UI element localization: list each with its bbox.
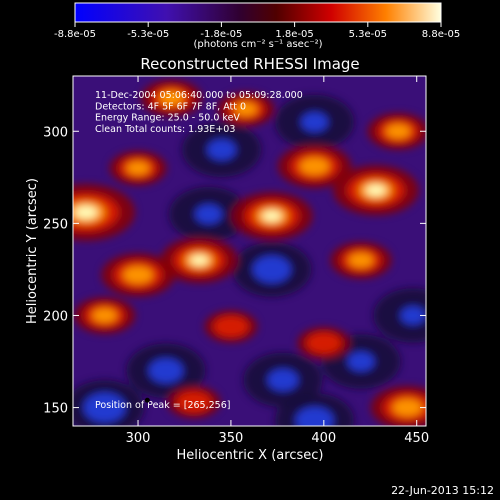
y-axis: 150 200 250 300 <box>43 125 426 417</box>
colorbar-tick-label: -1.8e-05 <box>200 29 242 40</box>
annotation-peak-position: Position of Peak = [265,256] <box>95 400 230 411</box>
cold-region-core <box>195 204 222 224</box>
chart-title: Reconstructed RHESSI Image <box>140 55 359 73</box>
hot-region-core <box>385 124 411 139</box>
annotations: 11-Dec-2004 05:06:40.000 to 05:09:28.000… <box>95 90 303 411</box>
hot-region-core <box>126 161 150 175</box>
hot-region-core <box>92 308 117 323</box>
x-tick-label: 450 <box>404 431 429 446</box>
annotation-line: Energy Range: 25.0 - 50.0 keV <box>95 113 240 124</box>
hot-region-core <box>234 102 258 116</box>
footer-date: 22-Jun-2013 15:12 <box>391 484 494 497</box>
y-tick-label: 300 <box>43 125 68 140</box>
y-tick-label: 150 <box>43 402 68 417</box>
heatmap-image <box>73 79 426 426</box>
plot-frame <box>72 75 427 427</box>
annotation-line: Detectors: 4F 5F 6F 7F 8F, Att 0 <box>95 101 246 112</box>
cold-region-core <box>207 139 236 160</box>
colorbar-ticks: -8.8e-05 -5.3e-05 -1.8e-05 1.8e-05 5.3e-05 8.… <box>54 22 460 40</box>
hot-region-core <box>123 266 153 284</box>
y-tick-label: 200 <box>43 309 68 324</box>
cold-region-core <box>267 369 299 391</box>
x-tick-label: 400 <box>311 431 336 446</box>
hot-region-core <box>348 253 374 268</box>
hot-region-core <box>159 90 184 106</box>
hot-region-mid <box>306 332 342 354</box>
x-tick-label: 300 <box>126 431 151 446</box>
colorbar-tick-label: 5.3e-05 <box>349 29 387 40</box>
hot-region-peak <box>190 255 209 266</box>
x-axis: 300 350 400 450 <box>126 76 429 446</box>
cold-region-core <box>148 358 183 383</box>
hot-region-peak <box>262 210 282 222</box>
cold-region-core <box>400 306 426 325</box>
colorbar-tick-label: -8.8e-05 <box>54 29 96 40</box>
colorbar-unit-label: (photons cm⁻² s⁻¹ asec⁻²) <box>193 39 322 50</box>
hot-region-core <box>299 157 330 175</box>
colorbar-tick-label: 1.8e-05 <box>275 29 313 40</box>
hot-region-mid <box>176 391 212 413</box>
hot-region-mid <box>213 315 249 338</box>
cold-region-core <box>301 112 328 132</box>
annotation-line: 11-Dec-2004 05:06:40.000 to 05:09:28.000 <box>95 90 303 101</box>
cold-region-core <box>252 256 291 283</box>
hot-region-peak <box>74 205 98 219</box>
x-tick-label: 350 <box>219 431 244 446</box>
annotation-line: Clean Total counts: 1.93E+03 <box>95 124 235 135</box>
y-axis-label: Heliocentric Y (arcsec) <box>25 178 40 324</box>
x-axis-label: Heliocentric X (arcsec) <box>177 448 324 463</box>
colorbar-tick-label: 8.8e-05 <box>422 29 460 40</box>
cold-region-core <box>347 352 375 372</box>
y-tick-label: 250 <box>43 217 68 232</box>
cold-region-core <box>83 392 126 423</box>
cold-region-core <box>295 407 334 426</box>
cold-region <box>373 288 426 343</box>
colorbar-tick-label: -5.3e-05 <box>127 29 169 40</box>
colorbar <box>74 2 442 23</box>
hot-region-core <box>392 399 423 417</box>
peak-marker <box>144 397 150 403</box>
hot-region-peak <box>365 184 386 196</box>
